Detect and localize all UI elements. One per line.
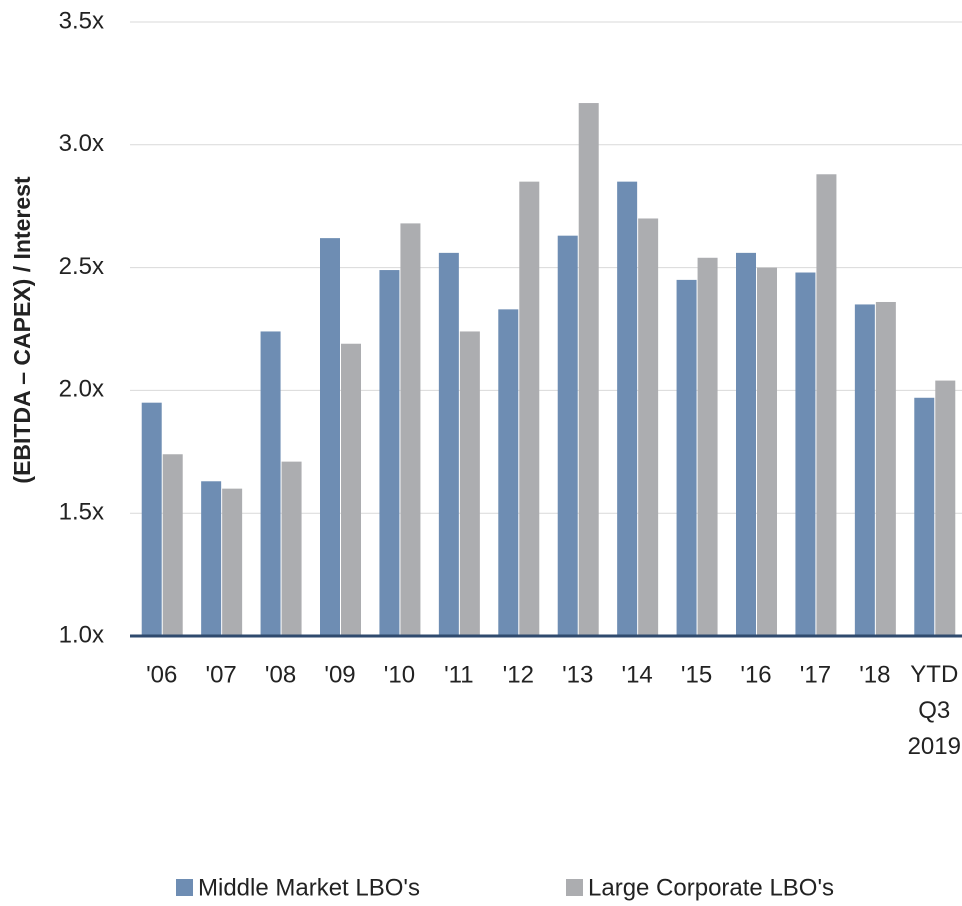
x-tick-label: '15 xyxy=(681,661,712,688)
bar xyxy=(697,257,718,636)
bar xyxy=(617,181,638,636)
legend-swatch xyxy=(176,879,193,896)
x-tick-label: '13 xyxy=(562,661,593,688)
bar xyxy=(162,454,183,636)
bar xyxy=(400,223,421,636)
bar xyxy=(854,304,875,636)
bar xyxy=(260,331,281,636)
bar xyxy=(638,218,659,637)
y-tick-label: 2.0x xyxy=(59,376,104,403)
legend-swatch xyxy=(566,879,583,896)
bar xyxy=(736,252,756,636)
x-tick-label: '16 xyxy=(740,661,771,688)
x-tick-label: YTD Q3 2019 xyxy=(908,661,961,760)
x-tick-label: '08 xyxy=(265,661,296,688)
bar xyxy=(320,238,340,637)
bar xyxy=(459,331,480,636)
bar xyxy=(795,272,816,636)
x-tick-label: '07 xyxy=(206,661,237,688)
y-axis-label: (EBITDA – CAPEX) / Interest xyxy=(9,176,35,483)
x-tick-label: '09 xyxy=(324,661,355,688)
bar xyxy=(757,267,777,636)
bar xyxy=(281,461,302,636)
y-tick-label: 3.5x xyxy=(59,7,104,34)
x-tick-label: '06 xyxy=(146,661,177,688)
bar xyxy=(875,301,896,636)
bar xyxy=(341,343,361,636)
x-tick-label: '14 xyxy=(622,661,653,688)
x-tick-label: '18 xyxy=(859,661,890,688)
y-tick-label: 3.0x xyxy=(59,130,104,157)
bar xyxy=(578,103,599,637)
bar xyxy=(438,252,459,636)
bar xyxy=(141,402,162,636)
bar xyxy=(816,174,837,636)
x-tick-label: '17 xyxy=(800,661,831,688)
y-tick-label: 1.5x xyxy=(59,499,104,526)
x-tick-label: '11 xyxy=(444,661,474,688)
bar xyxy=(519,181,540,636)
bar xyxy=(201,481,222,636)
bar xyxy=(935,380,956,636)
legend-label: Middle Market LBO's xyxy=(198,874,420,901)
bar xyxy=(914,397,935,636)
x-tick-label: '12 xyxy=(503,661,534,688)
bar xyxy=(557,235,578,636)
x-tick-label: '10 xyxy=(384,661,415,688)
bar xyxy=(498,309,519,636)
bar xyxy=(222,488,243,636)
bar xyxy=(379,270,400,636)
y-tick-label: 2.5x xyxy=(59,253,104,280)
bar xyxy=(676,279,697,636)
y-tick-label: 1.0x xyxy=(59,621,104,648)
legend-label: Large Corporate LBO's xyxy=(588,874,834,901)
